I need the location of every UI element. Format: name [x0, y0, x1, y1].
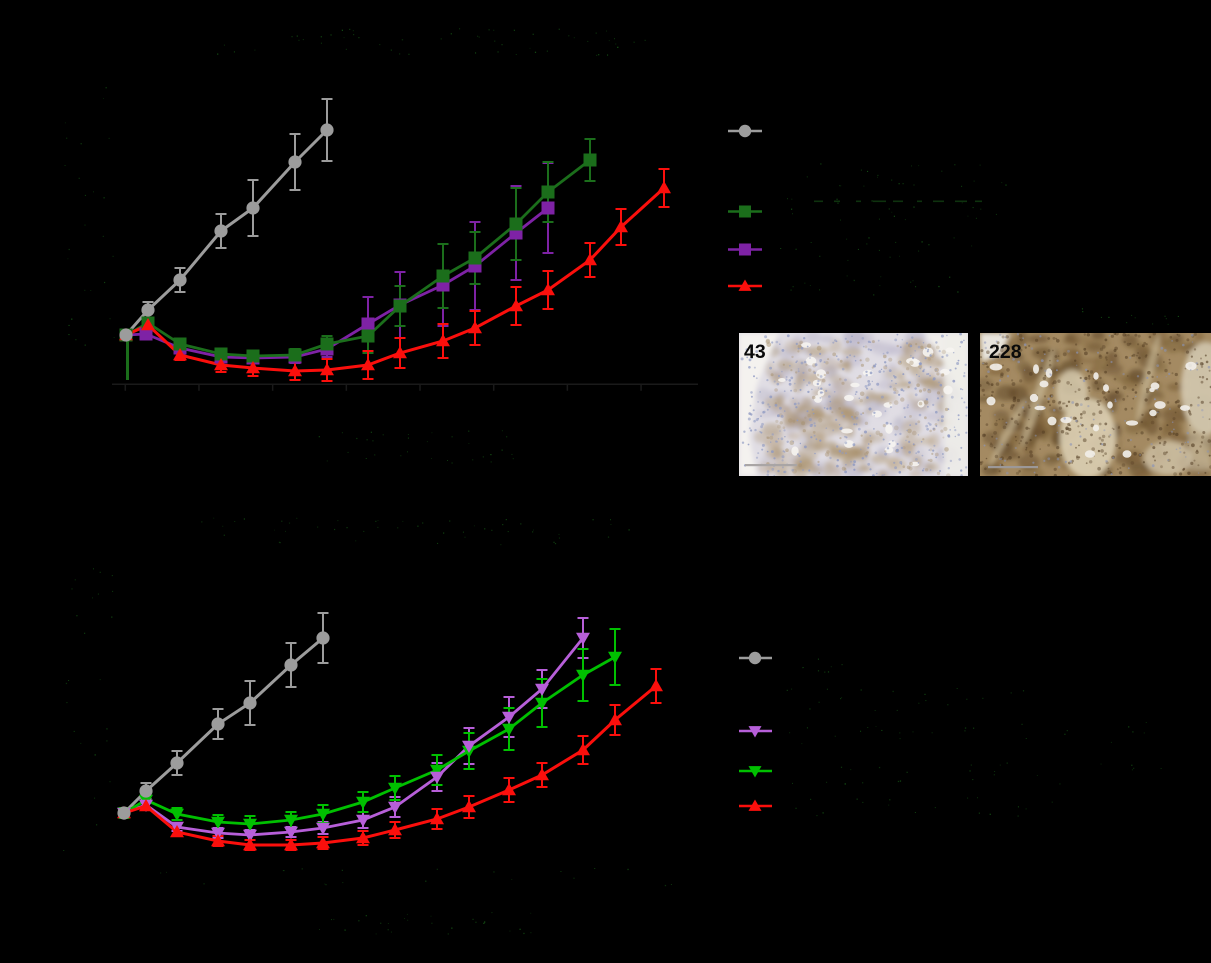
svg-text:43: 43	[744, 341, 766, 363]
svg-text:228: 228	[989, 341, 1022, 363]
